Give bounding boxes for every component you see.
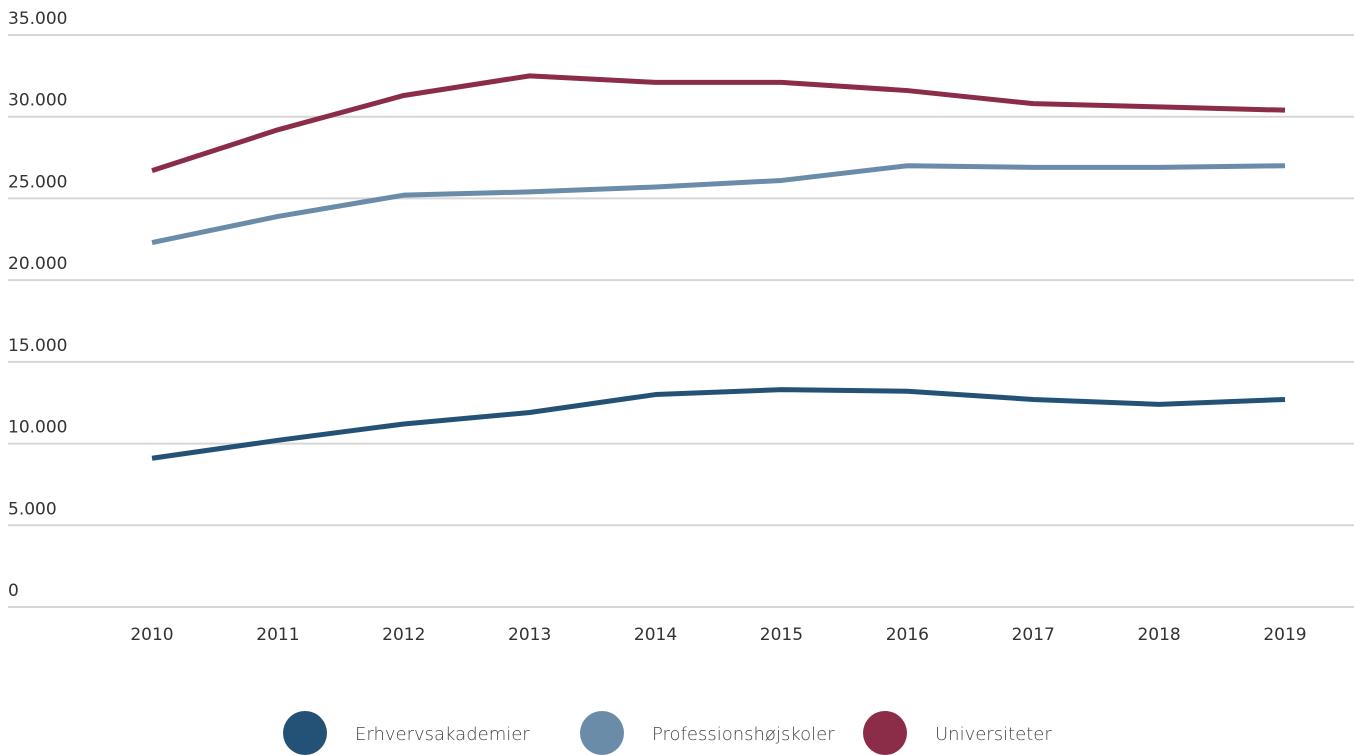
x-tick-label: 2019 xyxy=(1263,625,1306,645)
legend-label: Universiteter xyxy=(935,724,1052,745)
x-tick-label: 2015 xyxy=(760,625,803,645)
y-tick-label: 30.000 xyxy=(8,91,67,111)
series-line xyxy=(151,73,1286,174)
x-tick-label: 2017 xyxy=(1012,625,1055,645)
x-tick-label: 2011 xyxy=(256,625,299,645)
legend-swatch xyxy=(283,711,327,755)
legend-label: Professionshøjskoler xyxy=(652,724,835,745)
x-tick-label: 2016 xyxy=(886,625,929,645)
x-tick-label: 2014 xyxy=(634,625,677,645)
y-tick-label: 10.000 xyxy=(8,418,67,438)
legend-label: Erhvervsakademier xyxy=(355,724,530,745)
x-tick-label: 2010 xyxy=(130,625,173,645)
y-tick-label: 25.000 xyxy=(8,172,67,192)
y-tick-label: 20.000 xyxy=(8,254,67,274)
x-tick-label: 2013 xyxy=(508,625,551,645)
y-tick-label: 15.000 xyxy=(8,336,67,356)
y-tick-label: 35.000 xyxy=(8,9,67,29)
y-tick-label: 5.000 xyxy=(8,499,57,519)
legend-swatch xyxy=(580,711,624,755)
x-tick-label: 2012 xyxy=(382,625,425,645)
x-tick-label: 2018 xyxy=(1137,625,1180,645)
legend-swatch xyxy=(863,711,907,755)
y-tick-label: 0 xyxy=(8,581,19,601)
series-line xyxy=(151,163,1286,246)
series-line xyxy=(151,387,1286,461)
